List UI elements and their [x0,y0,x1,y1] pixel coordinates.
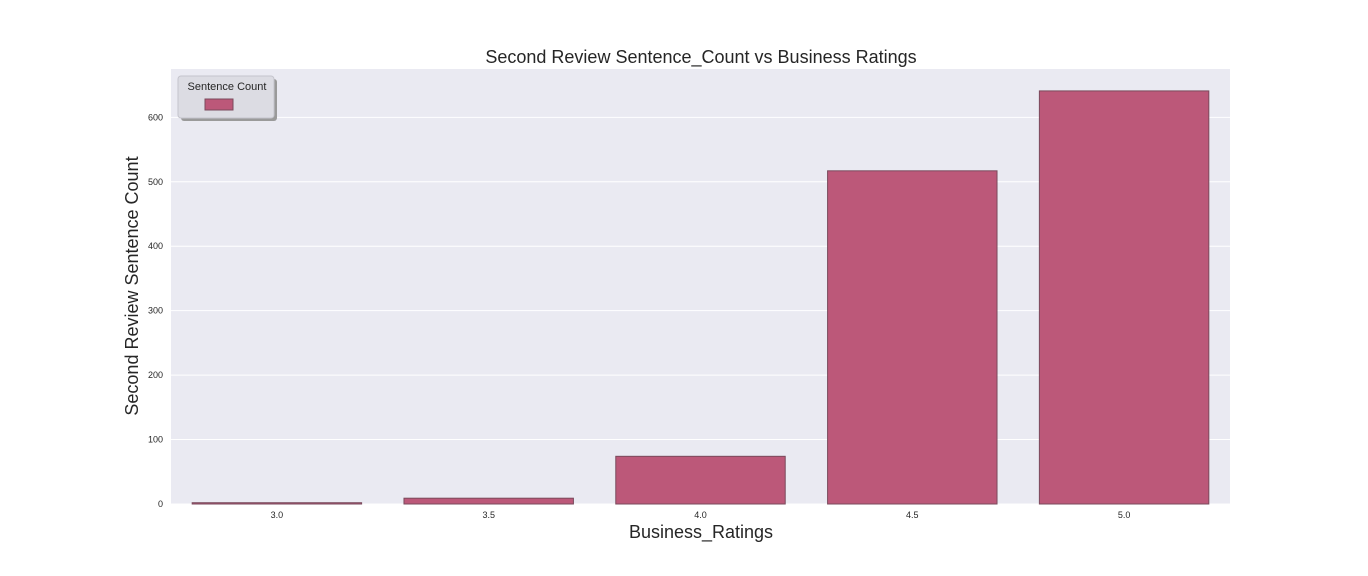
x-tick-label: 3.5 [482,510,495,520]
y-tick-label: 300 [148,306,163,316]
x-tick-label: 4.0 [694,510,707,520]
y-tick-label: 600 [148,112,163,122]
y-tick-label: 500 [148,177,163,187]
bar [1038,90,1210,505]
x-tick-label: 4.5 [906,510,919,520]
bar [827,170,998,505]
legend: Sentence Count [177,75,277,121]
legend-swatch [204,98,234,111]
y-axis-label: Second Review Sentence Count [122,156,142,415]
x-axis-label: Business_Ratings [629,522,773,543]
chart-title: Second Review Sentence_Count vs Business… [485,47,916,68]
y-tick-label: 100 [148,435,163,445]
x-axis-ticks: 3.0 3.5 4.0 4.5 5.0 [271,510,1131,520]
bar [191,502,363,505]
x-tick-label: 5.0 [1118,510,1131,520]
y-tick-label: 0 [158,499,163,509]
y-tick-label: 200 [148,370,163,380]
x-tick-label: 3.0 [271,510,284,520]
y-axis-ticks: 0 100 200 300 400 500 600 [148,112,163,509]
bar [403,497,574,505]
legend-box [177,75,275,119]
legend-title: Sentence Count [188,81,267,93]
bars [191,90,1210,505]
y-tick-label: 400 [148,241,163,251]
bar [615,455,786,505]
